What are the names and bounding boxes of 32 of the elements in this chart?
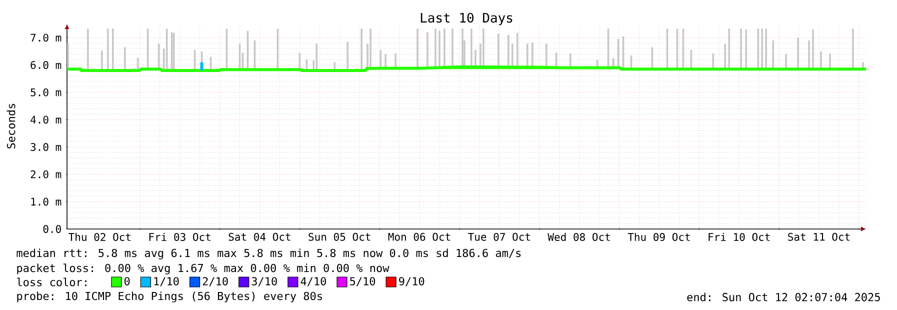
- x-tick-label: Tue 07 Oct: [468, 232, 530, 241]
- y-tick-label: 5.0 m: [30, 88, 62, 96]
- x-tick-label: Sun 05 Oct: [308, 232, 370, 241]
- y-tick-label: 0.0: [43, 225, 61, 233]
- x-tick-label: Thu 09 Oct: [628, 232, 690, 241]
- x-tick-label: Wed 08 Oct: [548, 232, 610, 241]
- legend-label: 0: [124, 277, 130, 286]
- legend-title: loss color:: [17, 278, 86, 286]
- text: end: Sun Oct 12 02:07:04 2025: [687, 292, 880, 302]
- y-tick-label: 6.0 m: [30, 61, 62, 69]
- x-tick-label: Mon 06 Oct: [388, 232, 450, 241]
- x-tick-label: Sat 04 Oct: [228, 232, 290, 241]
- y-tick-label: 3.0 m: [30, 143, 62, 151]
- legend-label: 2/10: [202, 277, 228, 286]
- x-tick-label: Fri 10 Oct: [708, 232, 770, 241]
- y-tick-label: 7.0 m: [30, 34, 62, 42]
- legend-label: 9/10: [399, 277, 424, 286]
- y-tick-label: 4.0 m: [30, 116, 62, 124]
- text: median rtt: 5.8 ms avg 6.1 ms max 5.8 ms min 5.8 ms now 0.0 ms sd 186.6 am/s: [16, 248, 521, 260]
- legend-label: 5/10: [350, 277, 376, 286]
- text: probe: 10 ICMP Echo Pings (56 Bytes) every 80s: [17, 292, 322, 302]
- x-tick-label: Thu 02 Oct: [68, 232, 130, 241]
- chart-title: Last 10 Days: [420, 12, 512, 26]
- x-tick-label: Sat 11 Oct: [788, 232, 850, 241]
- legend-label: 1/10: [154, 277, 179, 286]
- legend-label: 4/10: [300, 277, 326, 286]
- legend-label: 3/10: [252, 277, 277, 286]
- y-tick-label: 1.0 m: [31, 198, 62, 206]
- x-tick-label: Fri 03 Oct: [149, 232, 210, 241]
- text: packet loss: 0.00 % avg 1.67 % max 0.00 % min 0.00 % now: [17, 264, 390, 274]
- y-axis-title: Seconds: [6, 104, 16, 148]
- y-tick-label: 2.0 m: [30, 170, 62, 178]
